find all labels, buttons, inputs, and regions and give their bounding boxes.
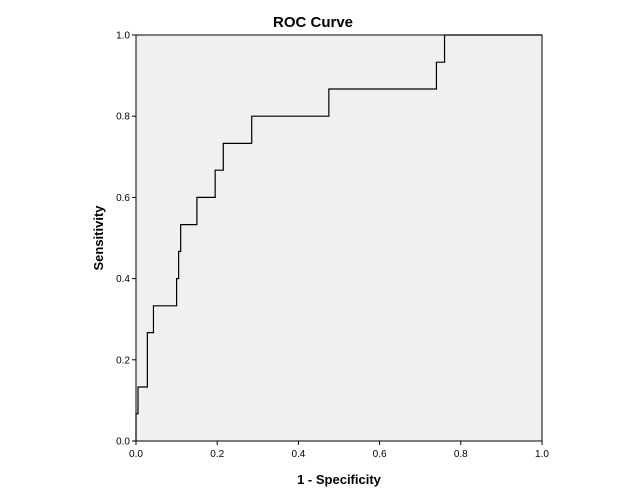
y-tick-label: 0.8 xyxy=(116,112,130,123)
x-tick-label: 0.8 xyxy=(454,449,468,460)
x-tick-label: 0.0 xyxy=(129,449,143,460)
y-tick-label: 0.0 xyxy=(116,437,130,448)
roc-curve-line xyxy=(135,34,542,441)
chart-title: ROC Curve xyxy=(273,14,353,31)
y-tick-label: 0.4 xyxy=(116,274,130,285)
plot-area xyxy=(135,34,543,442)
x-tick-label: 0.6 xyxy=(373,449,387,460)
x-axis-label: 1 - Specificity xyxy=(297,472,382,487)
y-tick-label: 1.0 xyxy=(116,31,130,42)
y-tick-label: 0.2 xyxy=(116,355,130,366)
x-axis: 0.0 0.2 0.4 0.6 0.8 1.0 xyxy=(129,441,549,460)
y-tick-label: 0.6 xyxy=(116,193,130,204)
y-axis: 0.0 0.2 0.4 0.6 0.8 1.0 xyxy=(116,31,136,448)
x-tick-label: 1.0 xyxy=(535,449,549,460)
x-tick-label: 0.4 xyxy=(291,449,305,460)
x-tick-label: 0.2 xyxy=(210,449,224,460)
y-axis-label: Sensitivity xyxy=(91,205,106,271)
